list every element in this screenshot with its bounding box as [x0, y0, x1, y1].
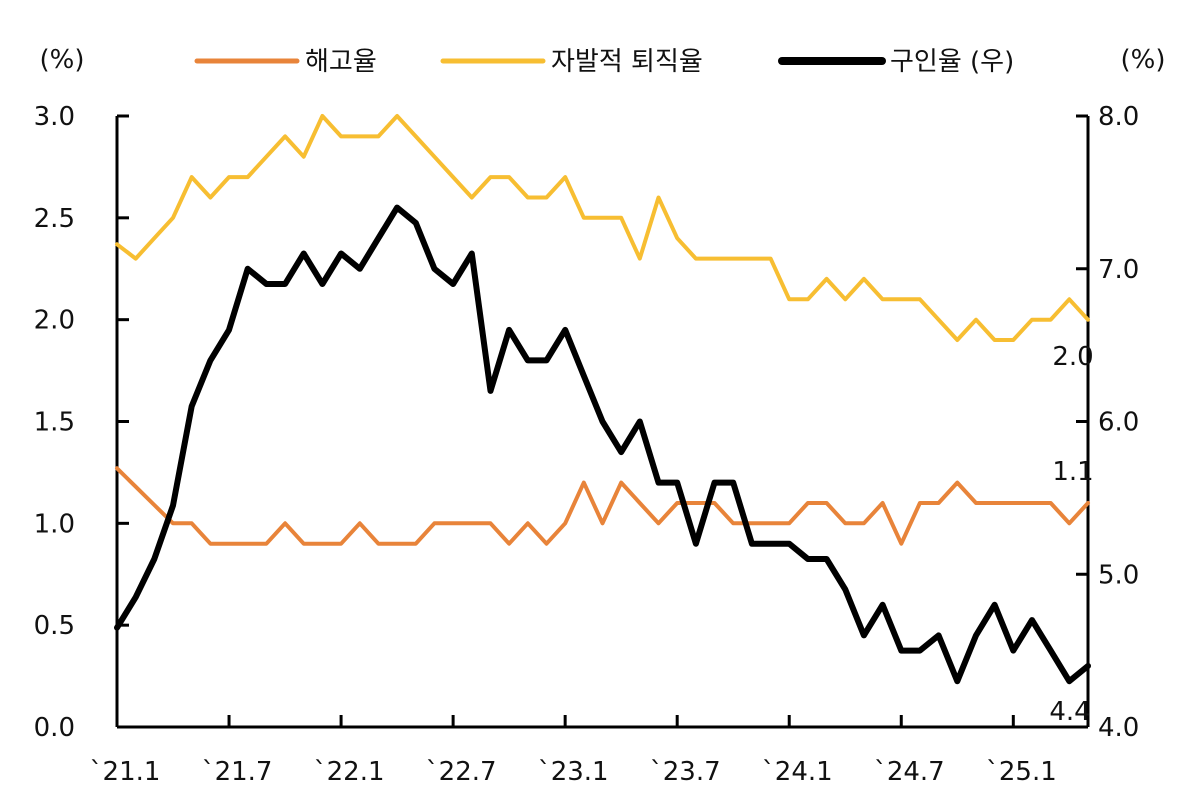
x-tick-label: `22.7: [426, 757, 497, 787]
left-tick-label: 3.0: [34, 102, 75, 132]
left-tick-label: 1.5: [34, 408, 75, 438]
legend-label-3: 구인율 (우): [890, 47, 1014, 77]
end-label-1: 1.1: [1052, 457, 1093, 487]
x-tick-label: `21.7: [202, 757, 273, 787]
legend: 해고율 자발적 퇴직율 구인율 (우): [194, 47, 1014, 77]
end-label-3: 4.4: [1049, 697, 1090, 727]
left-tick-label: 2.0: [34, 306, 75, 336]
end-label-2: 2.0: [1052, 342, 1093, 372]
right-tick-label: 5.0: [1098, 560, 1139, 590]
x-tick-label: `22.1: [314, 757, 385, 787]
series-line-1: [115, 466, 1090, 546]
right-tick-label: 7.0: [1098, 255, 1139, 285]
right-axis-unit: (%): [1121, 45, 1166, 75]
left-tick-label: 2.5: [34, 204, 75, 234]
right-tick-label: 8.0: [1098, 102, 1139, 132]
series-layer: [114, 114, 1091, 685]
x-tick-label: `23.7: [650, 757, 721, 787]
right-tick-label: 4.0: [1098, 713, 1139, 743]
axes: 0.0 0.5 1.0 1.5 2.0 2.5 3.0 4.0 5.0 6.0 7.0 8.0 `21.…: [34, 102, 1140, 787]
series-line-3: [114, 204, 1091, 685]
legend-label-1: 해고율: [305, 47, 377, 77]
left-axis-unit: (%): [40, 45, 85, 75]
left-tick-label: 1.0: [34, 509, 75, 539]
series-line-2: [115, 114, 1090, 342]
end-labels: 1.1 2.0 4.4: [1049, 342, 1093, 727]
left-tick-label: 0.5: [34, 611, 75, 641]
x-tick-label: `24.7: [874, 757, 945, 787]
x-tick-label: `23.1: [538, 757, 609, 787]
x-tick-label: `24.1: [762, 757, 833, 787]
x-tick-label: `25.1: [986, 757, 1057, 787]
legend-label-2: 자발적 퇴직율: [551, 47, 703, 77]
right-tick-label: 6.0: [1098, 408, 1139, 438]
left-tick-label: 0.0: [34, 713, 75, 743]
x-tick-label: `21.1: [90, 757, 161, 787]
